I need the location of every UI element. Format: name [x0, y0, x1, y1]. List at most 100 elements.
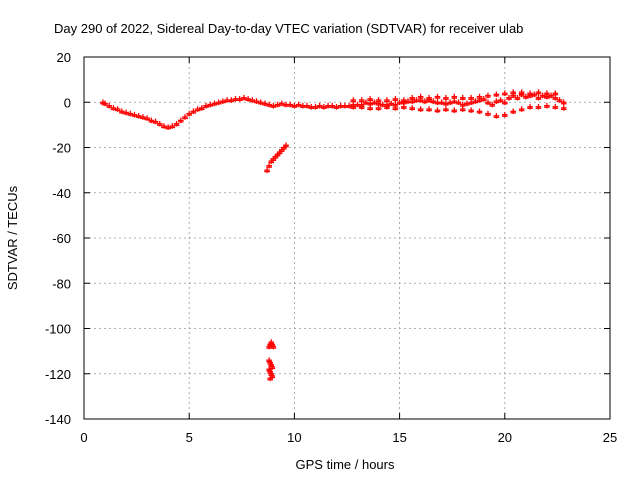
data-point	[367, 105, 373, 111]
data-point	[443, 106, 449, 112]
data-point	[485, 110, 491, 117]
data-point	[287, 101, 293, 108]
y-tick-label: -60	[52, 231, 71, 246]
data-point	[417, 93, 424, 100]
data-point	[186, 110, 192, 117]
data-point	[476, 108, 483, 115]
data-point	[267, 375, 274, 382]
x-tick-label: 25	[603, 430, 617, 445]
y-tick-label: -80	[52, 276, 71, 291]
data-point	[384, 97, 390, 103]
data-point	[409, 94, 416, 101]
data-point	[316, 102, 323, 109]
y-tick-label: -100	[45, 322, 71, 337]
data-point	[140, 114, 146, 120]
data-point	[451, 93, 458, 100]
data-point	[177, 117, 184, 124]
x-axis-label: GPS time / hours	[296, 457, 395, 472]
data-point	[438, 99, 445, 106]
data-point	[262, 100, 268, 107]
data-point	[560, 99, 567, 106]
data-point	[131, 111, 138, 118]
data-point	[114, 106, 121, 112]
data-point	[506, 94, 512, 101]
data-point	[270, 343, 277, 350]
data-point	[304, 102, 310, 109]
data-point	[169, 123, 176, 129]
data-point	[392, 96, 399, 102]
data-point	[476, 93, 483, 100]
data-point	[552, 90, 559, 96]
series-main-trace	[100, 91, 567, 130]
data-point	[510, 108, 517, 115]
data-point	[127, 110, 134, 117]
data-point	[350, 97, 357, 103]
data-point	[485, 99, 491, 106]
data-point	[350, 103, 357, 110]
data-point	[269, 364, 276, 370]
data-point	[123, 109, 129, 116]
data-point	[156, 120, 163, 127]
data-point	[451, 107, 458, 113]
x-tick-label: 5	[186, 430, 193, 445]
data-point	[535, 94, 542, 101]
data-point	[266, 101, 272, 108]
data-point	[329, 102, 336, 109]
data-point	[489, 101, 495, 108]
x-tick-label: 0	[80, 430, 87, 445]
data-point	[144, 115, 150, 121]
data-point	[544, 102, 550, 109]
data-points	[100, 89, 567, 382]
data-point	[358, 103, 365, 110]
data-point	[401, 103, 407, 110]
data-point	[106, 102, 113, 109]
data-point	[401, 97, 407, 103]
data-point	[241, 94, 247, 101]
y-tick-label: -20	[52, 141, 71, 156]
data-point	[199, 105, 205, 111]
data-point	[518, 89, 525, 95]
data-point	[434, 107, 441, 113]
series-low-cluster	[266, 339, 277, 382]
data-point	[367, 96, 373, 102]
data-point	[455, 99, 462, 106]
data-point	[417, 106, 424, 112]
data-point	[375, 97, 382, 103]
data-point	[358, 97, 365, 103]
y-tick-label: -120	[45, 367, 71, 382]
data-point	[253, 98, 260, 104]
data-point	[190, 108, 197, 115]
data-point	[102, 100, 108, 107]
data-point	[560, 105, 567, 111]
data-point	[182, 114, 188, 120]
data-point	[468, 94, 474, 101]
data-point	[556, 97, 563, 103]
data-point	[409, 105, 416, 111]
data-point	[480, 96, 487, 102]
data-point	[375, 105, 382, 111]
data-point	[502, 90, 508, 96]
data-point	[459, 106, 466, 112]
data-point	[510, 89, 517, 95]
data-point	[493, 91, 500, 98]
data-point	[278, 100, 285, 107]
data-point	[497, 97, 504, 103]
data-point	[493, 113, 500, 119]
data-point	[249, 97, 256, 103]
series-lower-band	[350, 102, 567, 119]
data-point	[527, 103, 533, 110]
data-point	[152, 118, 159, 125]
data-point	[283, 142, 289, 149]
y-axis-label: SDTVAR / TECUs	[5, 185, 20, 290]
data-point	[384, 103, 390, 110]
data-point	[548, 92, 554, 99]
data-point	[527, 90, 533, 96]
series-upper-band	[350, 89, 559, 103]
data-point	[535, 103, 542, 110]
plot-frame	[83, 56, 611, 420]
data-point	[443, 94, 449, 101]
data-point	[426, 94, 432, 101]
x-tick-label: 10	[287, 430, 301, 445]
data-point	[502, 111, 508, 118]
chart-title: Day 290 of 2022, Sidereal Day-to-day VTE…	[54, 21, 523, 36]
